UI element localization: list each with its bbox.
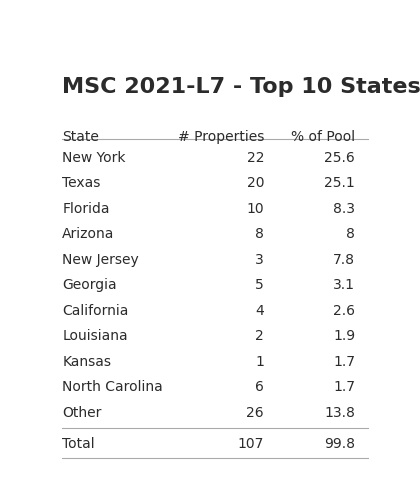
Text: California: California [62,303,129,318]
Text: 25.6: 25.6 [325,150,355,165]
Text: Kansas: Kansas [62,355,111,369]
Text: 3: 3 [255,253,264,266]
Text: 99.8: 99.8 [324,437,355,451]
Text: 20: 20 [247,176,264,190]
Text: 8: 8 [346,227,355,241]
Text: 8.3: 8.3 [333,202,355,216]
Text: Total: Total [62,437,95,451]
Text: Texas: Texas [62,176,101,190]
Text: 1.7: 1.7 [333,355,355,369]
Text: New York: New York [62,150,126,165]
Text: 3.1: 3.1 [333,278,355,292]
Text: 8: 8 [255,227,264,241]
Text: 7.8: 7.8 [333,253,355,266]
Text: Georgia: Georgia [62,278,117,292]
Text: 26: 26 [247,406,264,419]
Text: 107: 107 [238,437,264,451]
Text: 1.7: 1.7 [333,380,355,394]
Text: Florida: Florida [62,202,110,216]
Text: 22: 22 [247,150,264,165]
Text: 2: 2 [255,329,264,343]
Text: % of Pool: % of Pool [291,130,355,144]
Text: 5: 5 [255,278,264,292]
Text: New Jersey: New Jersey [62,253,139,266]
Text: 10: 10 [247,202,264,216]
Text: 1.9: 1.9 [333,329,355,343]
Text: Other: Other [62,406,102,419]
Text: 2.6: 2.6 [333,303,355,318]
Text: State: State [62,130,99,144]
Text: MSC 2021-L7 - Top 10 States: MSC 2021-L7 - Top 10 States [62,77,420,97]
Text: North Carolina: North Carolina [62,380,163,394]
Text: Arizona: Arizona [62,227,115,241]
Text: 25.1: 25.1 [325,176,355,190]
Text: 4: 4 [255,303,264,318]
Text: 13.8: 13.8 [324,406,355,419]
Text: 6: 6 [255,380,264,394]
Text: # Properties: # Properties [178,130,264,144]
Text: 1: 1 [255,355,264,369]
Text: Louisiana: Louisiana [62,329,128,343]
